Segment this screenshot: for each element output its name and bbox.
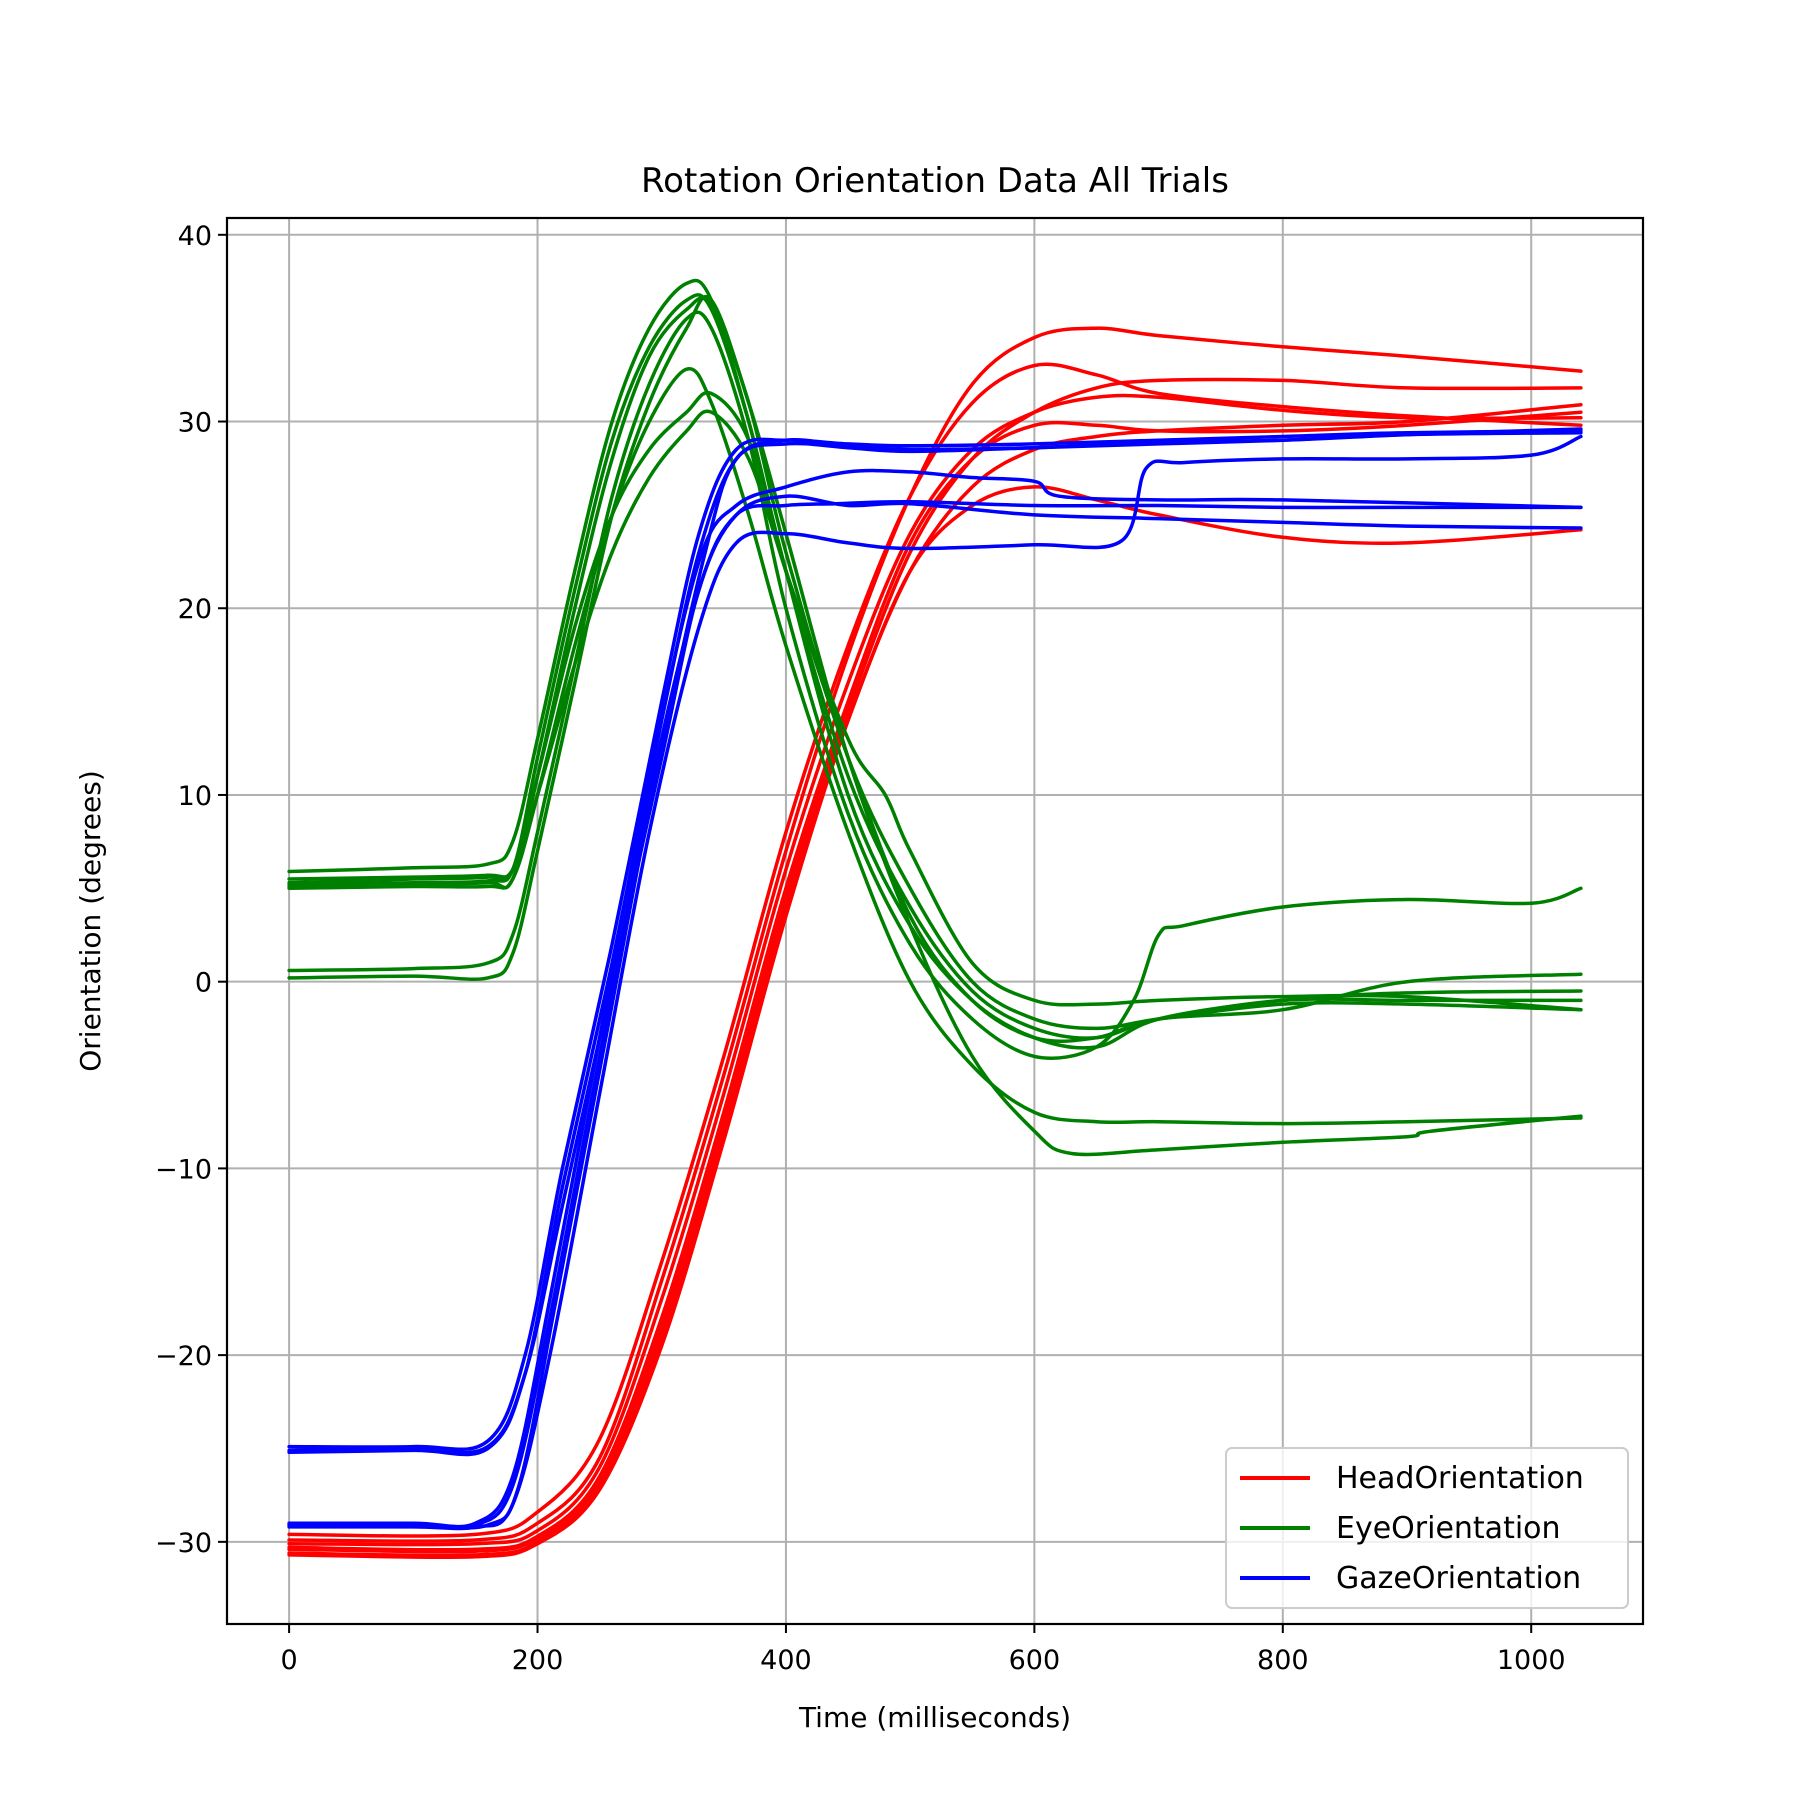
y-tick-label: 30 [178,408,212,439]
y-tick-label: −20 [155,1341,212,1372]
y-tick-label: −10 [155,1154,212,1185]
head-orientation-line [287,410,1583,1552]
plot-frame [225,216,1645,1626]
legend-label-eye: EyeOrientation [1336,1511,1561,1546]
head-orientation-line [287,393,1583,1547]
x-tick-label: 800 [1257,1645,1309,1676]
eye-orientation-line [287,310,1583,1060]
eye-orientation-line [287,409,1583,1043]
head-orientation-line [287,362,1583,1538]
eye-orientation-line [287,295,1583,1157]
gaze-orientation-line [287,429,1583,1452]
x-axis-label: Time (milliseconds) [798,1701,1071,1734]
y-tick-label: 0 [195,968,212,999]
gaze-orientation-line [287,500,1583,1530]
legend-label-head: HeadOrientation [1336,1461,1584,1496]
head-orientation-line [287,326,1583,1543]
gaze-orientation-line [287,468,1583,1529]
x-tick-label: 600 [1009,1645,1061,1676]
legend: HeadOrientation EyeOrientation GazeOrien… [1225,1447,1629,1609]
y-tick-label: −30 [155,1528,212,1559]
axis-ticks: 0 200 400 600 800 1000 −30 −20 −10 0 10 20 30 40 [155,221,1566,1676]
y-tick-label: 20 [178,594,212,625]
y-axis-label: Orientation (degrees) [74,770,107,1072]
chart-title: Rotation Orientation Data All Trials [641,161,1229,201]
series-lines [287,278,1583,1560]
head-orientation-line [287,402,1583,1560]
x-tick-label: 200 [512,1645,564,1676]
legend-box [1225,1447,1629,1609]
x-tick-label: 0 [281,1645,298,1676]
x-tick-label: 400 [760,1645,812,1676]
y-tick-label: 10 [178,781,212,812]
y-tick-label: 40 [178,221,212,252]
gaze-orientation-line [287,427,1583,1530]
legend-label-gaze: GazeOrientation [1336,1561,1581,1596]
x-tick-label: 1000 [1497,1645,1566,1676]
head-orientation-line [287,377,1583,1554]
